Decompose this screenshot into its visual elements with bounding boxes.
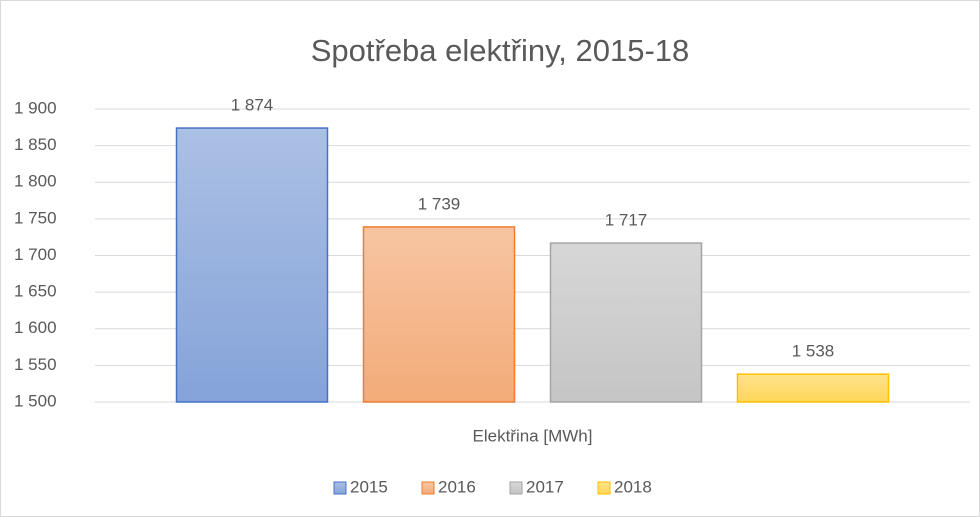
y-tick-label: 1 800 bbox=[14, 172, 57, 191]
legend-label: 2015 bbox=[350, 477, 388, 496]
legend-swatch bbox=[333, 481, 347, 495]
data-label: 1 874 bbox=[231, 96, 274, 115]
bar bbox=[549, 242, 703, 403]
x-axis-label: Elektřina [MWh] bbox=[473, 426, 593, 445]
chart-title: Spotřeba elektřiny, 2015-18 bbox=[311, 33, 690, 68]
y-tick-label: 1 750 bbox=[14, 208, 57, 227]
y-tick-label: 1 600 bbox=[14, 318, 57, 337]
data-label: 1 717 bbox=[605, 211, 648, 230]
legend-label: 2016 bbox=[438, 477, 476, 496]
y-tick-label: 1 850 bbox=[14, 135, 57, 154]
y-tick-label: 1 550 bbox=[14, 355, 57, 374]
bar bbox=[362, 226, 516, 403]
legend-label: 2018 bbox=[614, 477, 652, 496]
bar bbox=[736, 373, 890, 403]
legend-swatch bbox=[597, 481, 611, 495]
y-tick-label: 1 900 bbox=[14, 98, 57, 117]
legend-swatch bbox=[509, 481, 523, 495]
data-label: 1 538 bbox=[792, 342, 835, 361]
y-tick-label: 1 700 bbox=[14, 245, 57, 264]
y-tick-label: 1 500 bbox=[14, 391, 57, 410]
y-tick-label: 1 650 bbox=[14, 282, 57, 301]
legend-swatch bbox=[421, 481, 435, 495]
bar bbox=[175, 127, 329, 403]
legend-label: 2017 bbox=[526, 477, 564, 496]
data-label: 1 739 bbox=[418, 194, 461, 213]
